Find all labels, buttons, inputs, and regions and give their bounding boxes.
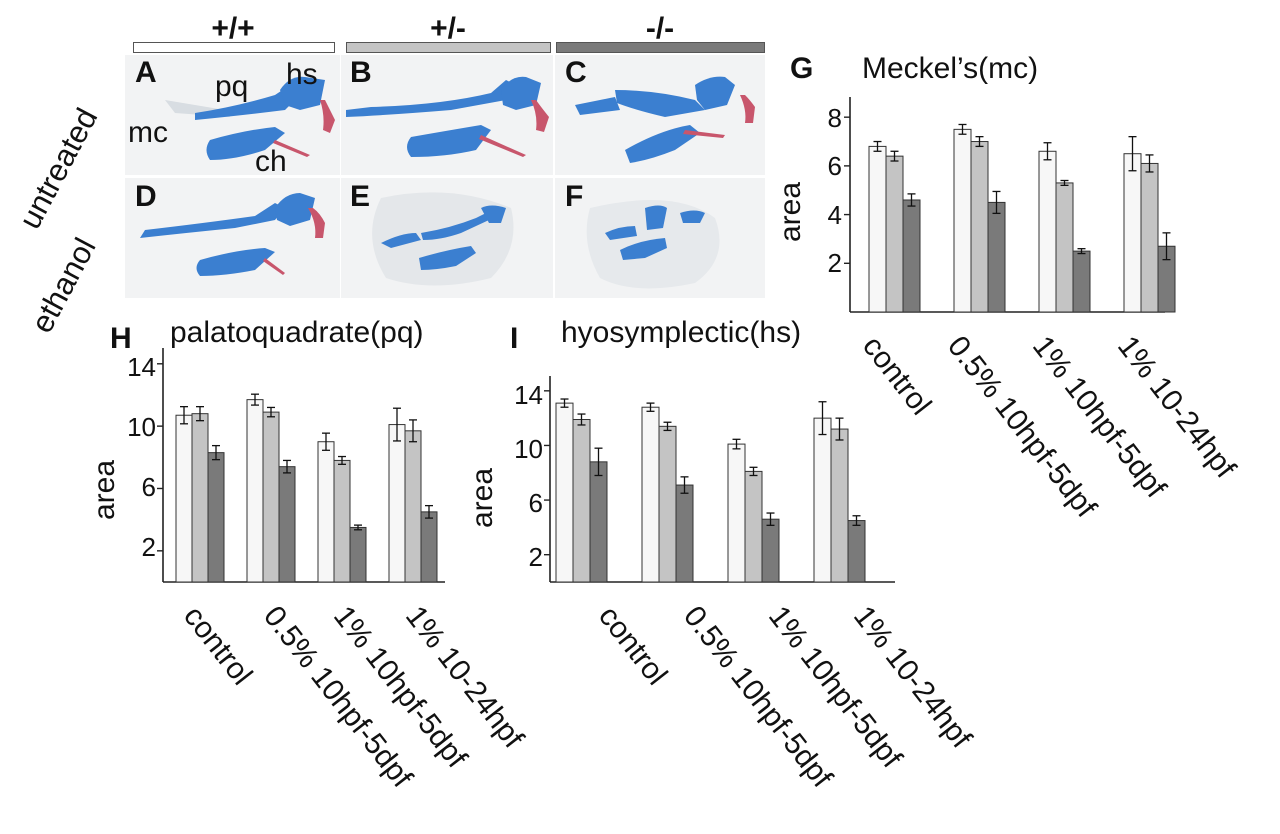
bar-0-0 bbox=[555, 402, 574, 583]
chart-i-ytick: 6 bbox=[528, 488, 543, 518]
micrograph-panel-d bbox=[125, 178, 340, 298]
chart-h-ytick: 6 bbox=[141, 472, 156, 502]
annotation-ch: ch bbox=[255, 145, 287, 178]
panel-label-d: D bbox=[135, 180, 157, 213]
bar-1-2 bbox=[675, 484, 694, 583]
chart-h-title: palatoquadrate(pq) bbox=[170, 316, 424, 349]
bar-1-1 bbox=[658, 425, 677, 583]
chart-h-ytick: 10 bbox=[127, 412, 156, 442]
chart-g-ytick: 8 bbox=[827, 103, 842, 133]
bar-3-1 bbox=[830, 428, 849, 583]
micrograph-panel-c bbox=[555, 55, 765, 175]
chart-g-ytick: 4 bbox=[827, 200, 842, 230]
genotype-bar-het bbox=[346, 42, 551, 53]
genotype-bar-mut bbox=[556, 42, 765, 53]
cartilage-image-a bbox=[165, 76, 335, 160]
bar-3-0 bbox=[813, 417, 832, 583]
chart-h-ytick: 14 bbox=[127, 352, 156, 382]
micrograph-panel-a bbox=[125, 55, 340, 175]
bar-0-2 bbox=[589, 461, 608, 583]
genotype-bar-wt bbox=[133, 42, 335, 53]
chart-i-title: hyosymplectic(hs) bbox=[561, 316, 802, 349]
panel-label-f: F bbox=[565, 180, 584, 213]
panel-label-c: C bbox=[565, 56, 587, 89]
panel-label-i: I bbox=[510, 322, 519, 355]
chart-g-ytick: 6 bbox=[827, 151, 842, 181]
cartilage-image-c bbox=[575, 76, 755, 163]
panel-label-g: G bbox=[790, 52, 814, 85]
micrograph-panel-e bbox=[341, 178, 553, 298]
cartilage-image-d bbox=[140, 193, 325, 276]
cartilage-image-e bbox=[372, 192, 514, 286]
chart-h-ytick: 2 bbox=[141, 532, 156, 562]
micrograph-panel-f bbox=[555, 178, 765, 298]
chart-i-ytick: 14 bbox=[514, 380, 543, 410]
annotation-hs: hs bbox=[286, 58, 318, 91]
bar-2-2 bbox=[761, 518, 780, 583]
bar-3-2 bbox=[847, 520, 866, 583]
panel-label-b: B bbox=[350, 56, 372, 89]
bar-2-0 bbox=[727, 443, 746, 583]
cartilage-image-b bbox=[346, 76, 549, 157]
annotation-pq: pq bbox=[215, 70, 249, 103]
annotation-mc: mc bbox=[128, 116, 168, 149]
bar-0-1 bbox=[572, 419, 591, 583]
panel-label-h: H bbox=[110, 322, 132, 355]
panel-label-e: E bbox=[350, 180, 371, 213]
chart-g-ytick: 2 bbox=[827, 248, 842, 278]
panel-label-a: A bbox=[135, 56, 157, 89]
chart-i-ytick: 2 bbox=[528, 542, 543, 572]
genotype-label-mut: -/- bbox=[645, 12, 675, 45]
bar-2-1 bbox=[744, 470, 763, 583]
chart-i-ytick: 10 bbox=[514, 434, 543, 464]
bar-1-0 bbox=[641, 406, 660, 583]
chart-g-title: Meckel’s(mc) bbox=[862, 52, 1039, 85]
genotype-label-het: +/- bbox=[430, 12, 466, 45]
genotype-label-wt: +/+ bbox=[211, 12, 255, 45]
micrograph-panel-b bbox=[341, 55, 553, 175]
cartilage-image-f bbox=[586, 200, 720, 289]
